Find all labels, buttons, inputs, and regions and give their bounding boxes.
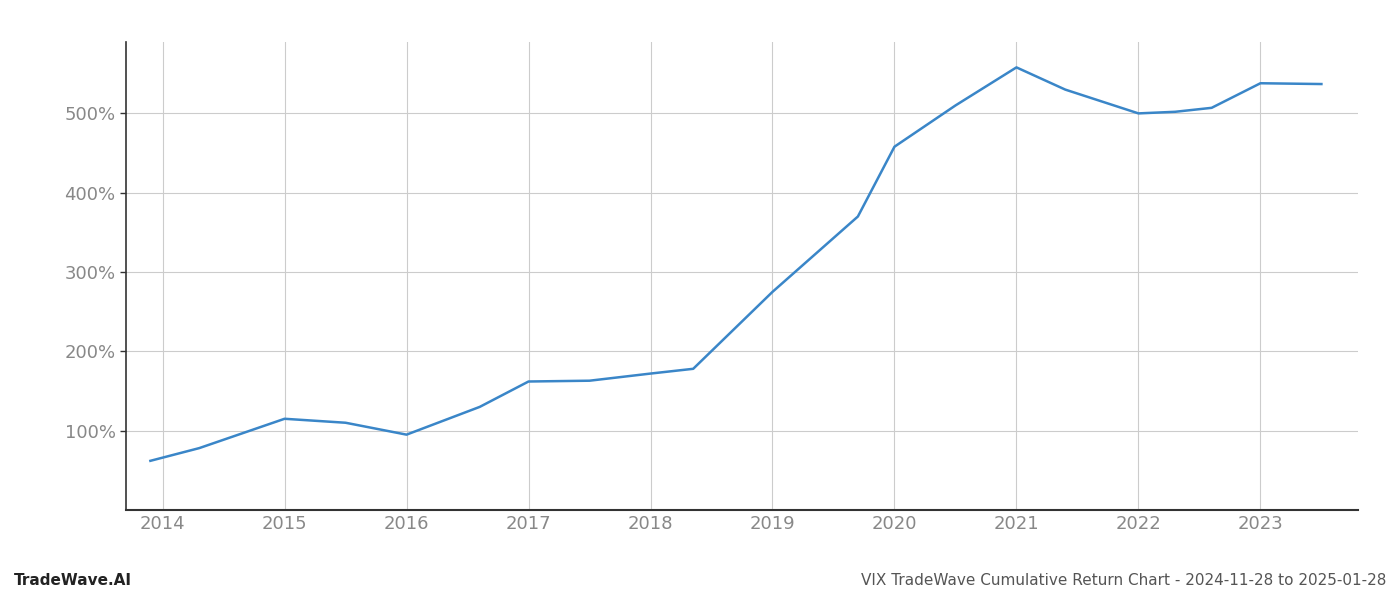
Text: VIX TradeWave Cumulative Return Chart - 2024-11-28 to 2025-01-28: VIX TradeWave Cumulative Return Chart - … xyxy=(861,573,1386,588)
Text: TradeWave.AI: TradeWave.AI xyxy=(14,573,132,588)
